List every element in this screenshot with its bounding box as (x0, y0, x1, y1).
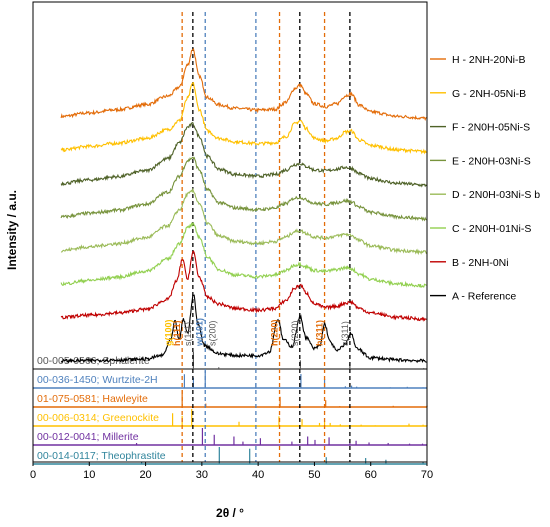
reference-lines (181, 12, 351, 462)
peak-label: s(220) (290, 320, 300, 346)
series-line (60, 121, 427, 188)
x-tick-label: 30 (196, 469, 208, 481)
series-line (60, 187, 427, 256)
legend-label: F - 2N0H-05Ni-S (452, 122, 530, 134)
pattern-label-bg (35, 431, 141, 443)
legend-label: B - 2NH-0Ni (452, 257, 509, 269)
axes: 0 10 20 30 40 50 60 70 2θ / ° Intensity / a.u. (5, 1, 433, 520)
pattern-label-bg (35, 374, 160, 386)
pattern-label-bg (35, 393, 151, 405)
peak-label: w(101) (195, 318, 205, 347)
legend-label: H - 2NH-20Ni-B (452, 54, 526, 66)
peak-label: s(200) (208, 320, 218, 346)
series-line (60, 250, 427, 322)
x-tick-label: 40 (252, 469, 264, 481)
x-tick-label: 10 (83, 469, 95, 481)
y-axis-title: Intensity / a.u. (5, 190, 19, 270)
x-tick-label: 50 (308, 469, 320, 481)
diffraction-curves (60, 48, 427, 364)
pattern-label: 00-014-0117; Theophrastite (37, 450, 166, 462)
peak-labels: g(100)h(111) s(111) w(101) s(200) h(220) s(22… (164, 318, 350, 347)
series-line (60, 82, 427, 155)
series-line (60, 48, 427, 121)
series-line (60, 222, 427, 288)
x-axis-title: 2θ / ° (216, 506, 244, 520)
peak-label: g(100) (164, 319, 174, 346)
peak-label: h(311) (315, 320, 325, 346)
x-tick-label: 0 (30, 469, 36, 481)
pattern-label-bg (35, 450, 168, 462)
pattern-label: 01-075-0581; Hawleyite (37, 393, 148, 405)
pattern-label-bg (35, 412, 162, 424)
legend-label: G - 2NH-05Ni-B (452, 88, 526, 100)
pattern-label-bg (35, 355, 152, 367)
legend: H - 2NH-20Ni-B G - 2NH-05Ni-B F - 2N0H-05N… (430, 54, 540, 303)
pattern-label: 00-012-0041; Millerite (37, 431, 139, 443)
plot-frame (32, 1, 428, 463)
peak-label: h(111) (172, 320, 182, 346)
series-line (60, 293, 427, 364)
x-tick-label: 70 (421, 469, 433, 481)
x-tick-label: 20 (139, 469, 151, 481)
pattern-label: 00-006-0314; Greenockite (37, 412, 159, 424)
legend-label: A - Reference (452, 291, 516, 303)
legend-label: D - 2N0H-03Ni-S b (452, 189, 540, 201)
peak-label: h(220) (270, 319, 280, 346)
pattern-label: 00-036-1450; Wurtzite-2H (37, 374, 158, 386)
x-tick-label: 60 (365, 469, 377, 481)
series-line (60, 156, 427, 222)
peak-label: s(111) (183, 322, 193, 346)
peak-label: s(311) (340, 321, 350, 346)
legend-label: E - 2N0H-03Ni-S (452, 155, 531, 167)
legend-label: C - 2N0H-01Ni-S (452, 223, 531, 235)
